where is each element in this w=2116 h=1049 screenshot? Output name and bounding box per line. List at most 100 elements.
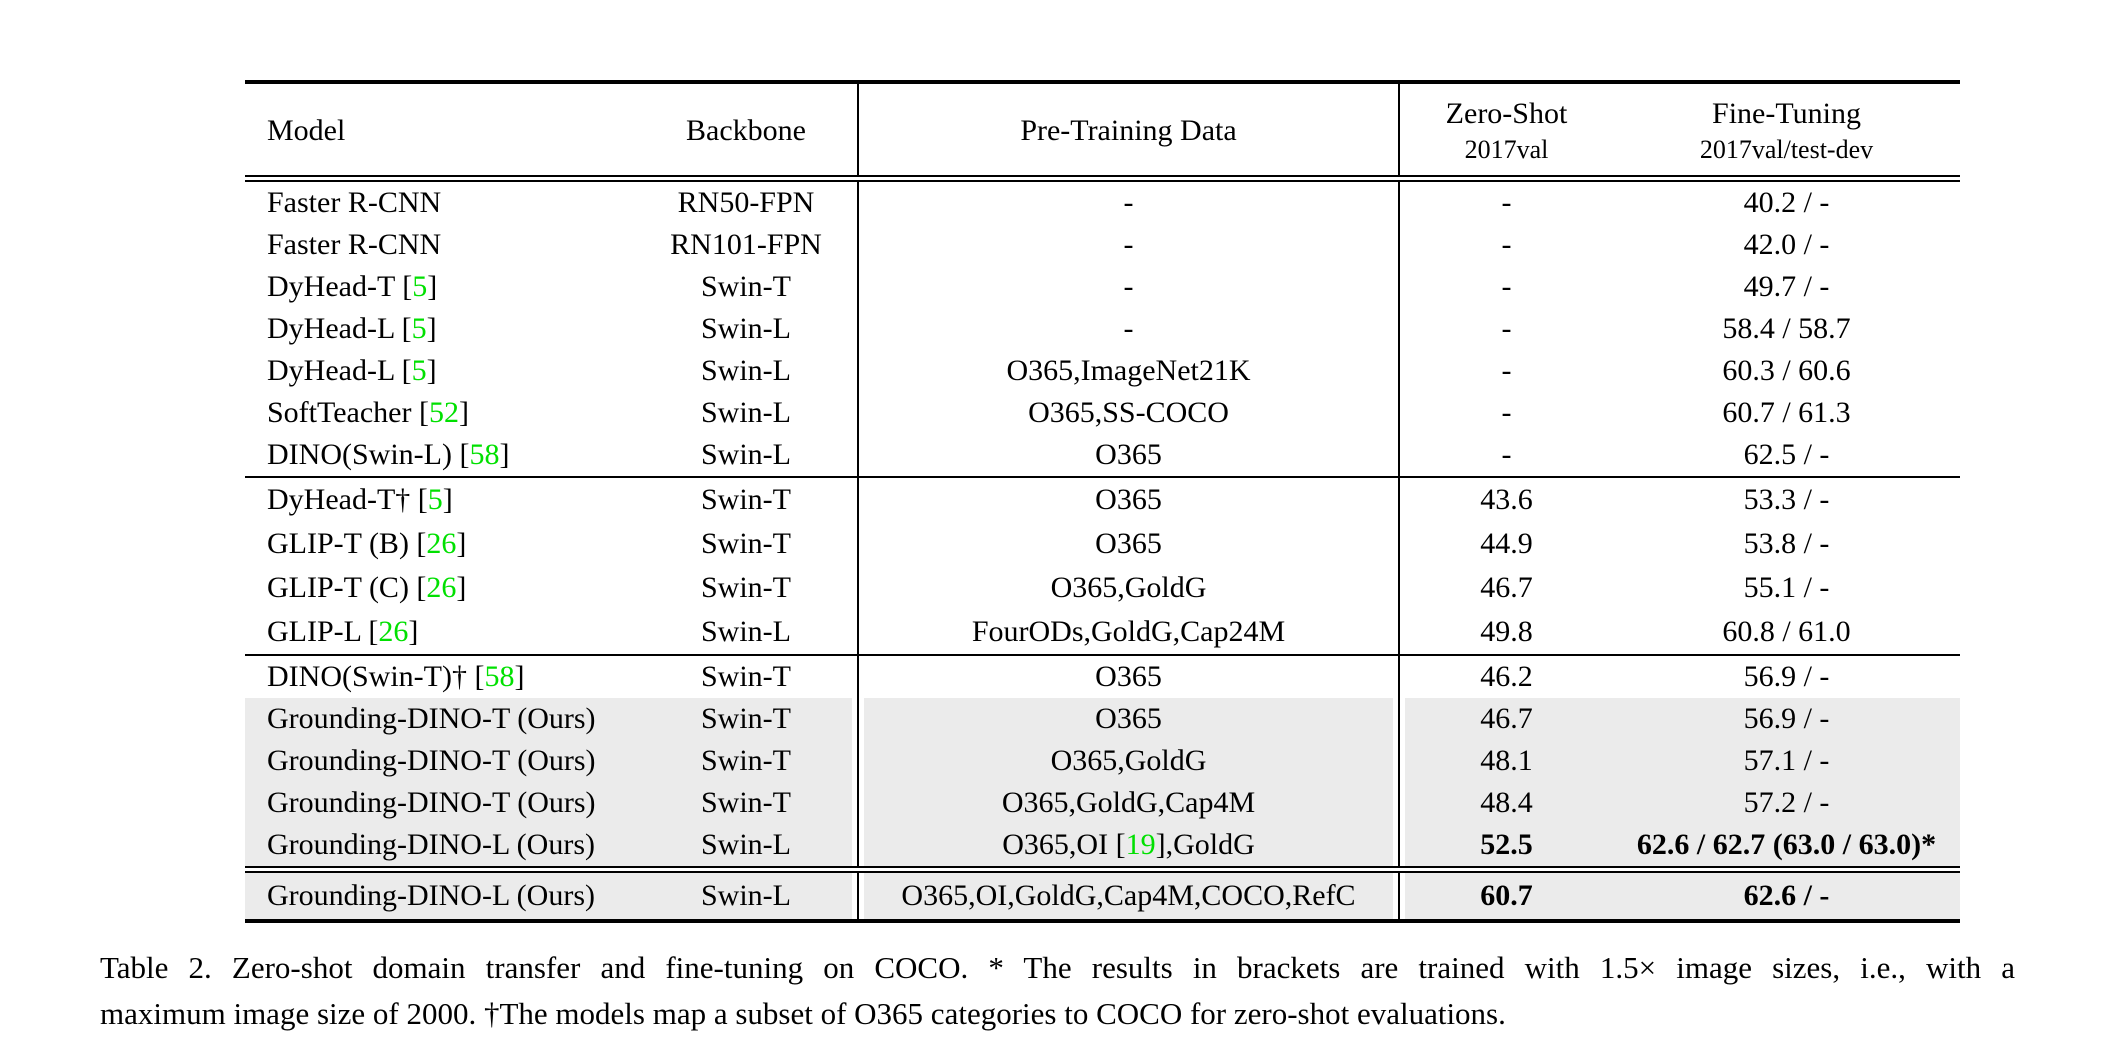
cell-fine-tuning: 57.2 / - <box>1613 782 1960 824</box>
cell-zero-shot: 48.4 <box>1398 782 1613 824</box>
table-block-grounding-dino: DINO(Swin-T)† [58] Swin-T O365 46.2 56.9 / -… <box>245 656 1960 868</box>
cell-model: Grounding-DINO-T (Ours) <box>245 740 635 782</box>
cell-model: DyHead-L [5] <box>267 312 437 345</box>
cell-pretraining-data: - <box>857 308 1398 350</box>
cell-zero-shot: 52.5 <box>1398 824 1613 866</box>
cell-model: DINO(Swin-T)† [58] <box>267 660 525 693</box>
cell-zero-shot: 46.7 <box>1398 566 1613 610</box>
cell-model: DyHead-T† [5] <box>267 483 453 516</box>
cell-model: Grounding-DINO-L (Ours) <box>245 873 635 919</box>
table-row: Grounding-DINO-L (Ours) Swin-L O365,OI [19… <box>245 824 1960 866</box>
cell-fine-tuning: 56.9 / - <box>1613 698 1960 740</box>
cell-pretraining-data: O365,OI,GoldG,Cap4M,COCO,RefC <box>857 873 1398 919</box>
table-row: Grounding-DINO-L (Ours) Swin-L O365,OI,Gol… <box>245 873 1960 919</box>
cell-fine-tuning: 60.3 / 60.6 <box>1722 354 1851 387</box>
cell-model: Grounding-DINO-L (Ours) <box>245 824 635 866</box>
col-header-backbone: Backbone <box>686 114 806 147</box>
cell-backbone: Swin-T <box>635 698 857 740</box>
caption-line-1: Table 2. Zero-shot domain transfer and f… <box>100 950 2015 985</box>
col-header-zero-shot-label: Zero-Shot <box>1445 96 1568 130</box>
cell-fine-tuning: 53.8 / - <box>1743 527 1830 560</box>
table-row: DINO(Swin-T)† [58] Swin-T O365 46.2 56.9 / - <box>245 656 1960 698</box>
cell-zero-shot: - <box>1398 266 1613 308</box>
cell-fine-tuning: 62.5 / - <box>1743 438 1830 471</box>
col-header-fine-tuning-sublabel: 2017val/test-dev <box>1699 134 1874 164</box>
cell-fine-tuning: 56.9 / - <box>1743 660 1830 693</box>
cell-zero-shot: - <box>1398 434 1613 476</box>
cell-model: GLIP-L [26] <box>267 615 419 648</box>
cell-backbone: RN101-FPN <box>670 228 822 261</box>
cell-fine-tuning: 62.6 / - <box>1613 873 1960 919</box>
cell-zero-shot: 46.7 <box>1398 698 1613 740</box>
table-row: Faster R-CNN RN50-FPN - - 40.2 / - <box>245 182 1960 224</box>
cell-fine-tuning: 49.7 / - <box>1743 270 1830 303</box>
cell-pretraining-data: O365 <box>857 434 1398 476</box>
col-header-model: Model <box>267 114 346 147</box>
table-caption: Table 2. Zero-shot domain transfer and f… <box>100 945 2015 1037</box>
cell-pretraining-data: O365,GoldG,Cap4M <box>857 782 1398 824</box>
cell-zero-shot: - <box>1398 224 1613 266</box>
col-header-zero-shot: Zero-Shot 2017val <box>1398 84 1613 175</box>
cell-backbone: Swin-T <box>635 740 857 782</box>
cell-pretraining-data: O365 <box>857 478 1398 522</box>
cell-model: DyHead-T [5] <box>267 270 438 303</box>
cell-zero-shot: - <box>1398 182 1613 224</box>
cell-model: DINO(Swin-L) [58] <box>267 438 510 471</box>
cell-zero-shot: - <box>1398 350 1613 392</box>
citation-number: 19 <box>1125 828 1156 861</box>
cell-zero-shot: 46.2 <box>1398 656 1613 698</box>
table-block-zero-shot-baselines: DyHead-T† [5] Swin-T O365 43.6 53.3 / - GLIP-… <box>245 478 1960 656</box>
cell-zero-shot: 60.7 <box>1398 873 1613 919</box>
citation-number: 5 <box>411 354 427 387</box>
table-row: Grounding-DINO-T (Ours) Swin-T O365,GoldG 4… <box>245 740 1960 782</box>
table-header-row: Model Backbone Pre-Training Data Zero-Sh… <box>245 84 1960 177</box>
col-header-fine-tuning-label: Fine-Tuning <box>1712 96 1861 130</box>
cell-pretraining-data: O365 <box>857 656 1398 698</box>
cell-backbone: Swin-T <box>701 527 791 560</box>
cell-model: Grounding-DINO-T (Ours) <box>245 782 635 824</box>
cell-fine-tuning: 57.1 / - <box>1613 740 1960 782</box>
table-row: Grounding-DINO-T (Ours) Swin-T O365 46.7 56.… <box>245 698 1960 740</box>
table-row: GLIP-T (B) [26] Swin-T O365 44.9 53.8 / - <box>245 522 1960 566</box>
table-row: DyHead-L [5] Swin-L O365,ImageNet21K - 60.3 … <box>245 350 1960 392</box>
col-header-zero-shot-sublabel: 2017val <box>1464 134 1549 164</box>
cell-model: SoftTeacher [52] <box>267 396 469 429</box>
cell-backbone: Swin-T <box>701 270 791 303</box>
table-block-grounding-dino-full-data: Grounding-DINO-L (Ours) Swin-L O365,OI,Gol… <box>245 871 1960 923</box>
cell-model: DyHead-L [5] <box>267 354 437 387</box>
cell-fine-tuning: 53.3 / - <box>1743 483 1830 516</box>
citation-number: 26 <box>426 527 457 560</box>
cell-backbone: Swin-L <box>701 354 791 387</box>
cell-fine-tuning: 55.1 / - <box>1743 571 1830 604</box>
cell-pretraining-data: - <box>857 182 1398 224</box>
cell-zero-shot: 43.6 <box>1398 478 1613 522</box>
cell-pretraining-data: O365 <box>857 698 1398 740</box>
cell-zero-shot: 44.9 <box>1398 522 1613 566</box>
cell-model: GLIP-T (C) [26] <box>267 571 467 604</box>
cell-zero-shot: - <box>1398 308 1613 350</box>
cell-pretraining-data: O365,OI [19],GoldG <box>857 824 1398 866</box>
citation-number: 26 <box>378 615 409 648</box>
table-row: SoftTeacher [52] Swin-L O365,SS-COCO - 60.7 … <box>245 392 1960 434</box>
cell-pretraining-data: O365,SS-COCO <box>857 392 1398 434</box>
table-row: Faster R-CNN RN101-FPN - - 42.0 / - <box>245 224 1960 266</box>
cell-backbone: Swin-L <box>701 438 791 471</box>
cell-fine-tuning: 60.7 / 61.3 <box>1722 396 1851 429</box>
citation-number: 26 <box>426 571 457 604</box>
table-row: DyHead-L [5] Swin-L - - 58.4 / 58.7 <box>245 308 1960 350</box>
cell-backbone: RN50-FPN <box>677 186 815 219</box>
cell-backbone: Swin-T <box>701 483 791 516</box>
citation-number: 58 <box>469 438 500 471</box>
table-row: DyHead-T [5] Swin-T - - 49.7 / - <box>245 266 1960 308</box>
col-header-fine-tuning: Fine-Tuning 2017val/test-dev <box>1613 84 1960 175</box>
table-row: GLIP-T (C) [26] Swin-T O365,GoldG 46.7 55.1 … <box>245 566 1960 610</box>
cell-pretraining-data: - <box>857 266 1398 308</box>
cell-backbone: Swin-T <box>701 660 791 693</box>
cell-pretraining-data: FourODs,GoldG,Cap24M <box>857 610 1398 654</box>
caption-line-2: maximum image size of 2000. †The models … <box>100 996 1506 1031</box>
cell-model: Faster R-CNN <box>267 186 442 219</box>
results-table: Model Backbone Pre-Training Data Zero-Sh… <box>245 80 1960 923</box>
citation-number: 5 <box>412 270 428 303</box>
cell-backbone: Swin-T <box>635 782 857 824</box>
